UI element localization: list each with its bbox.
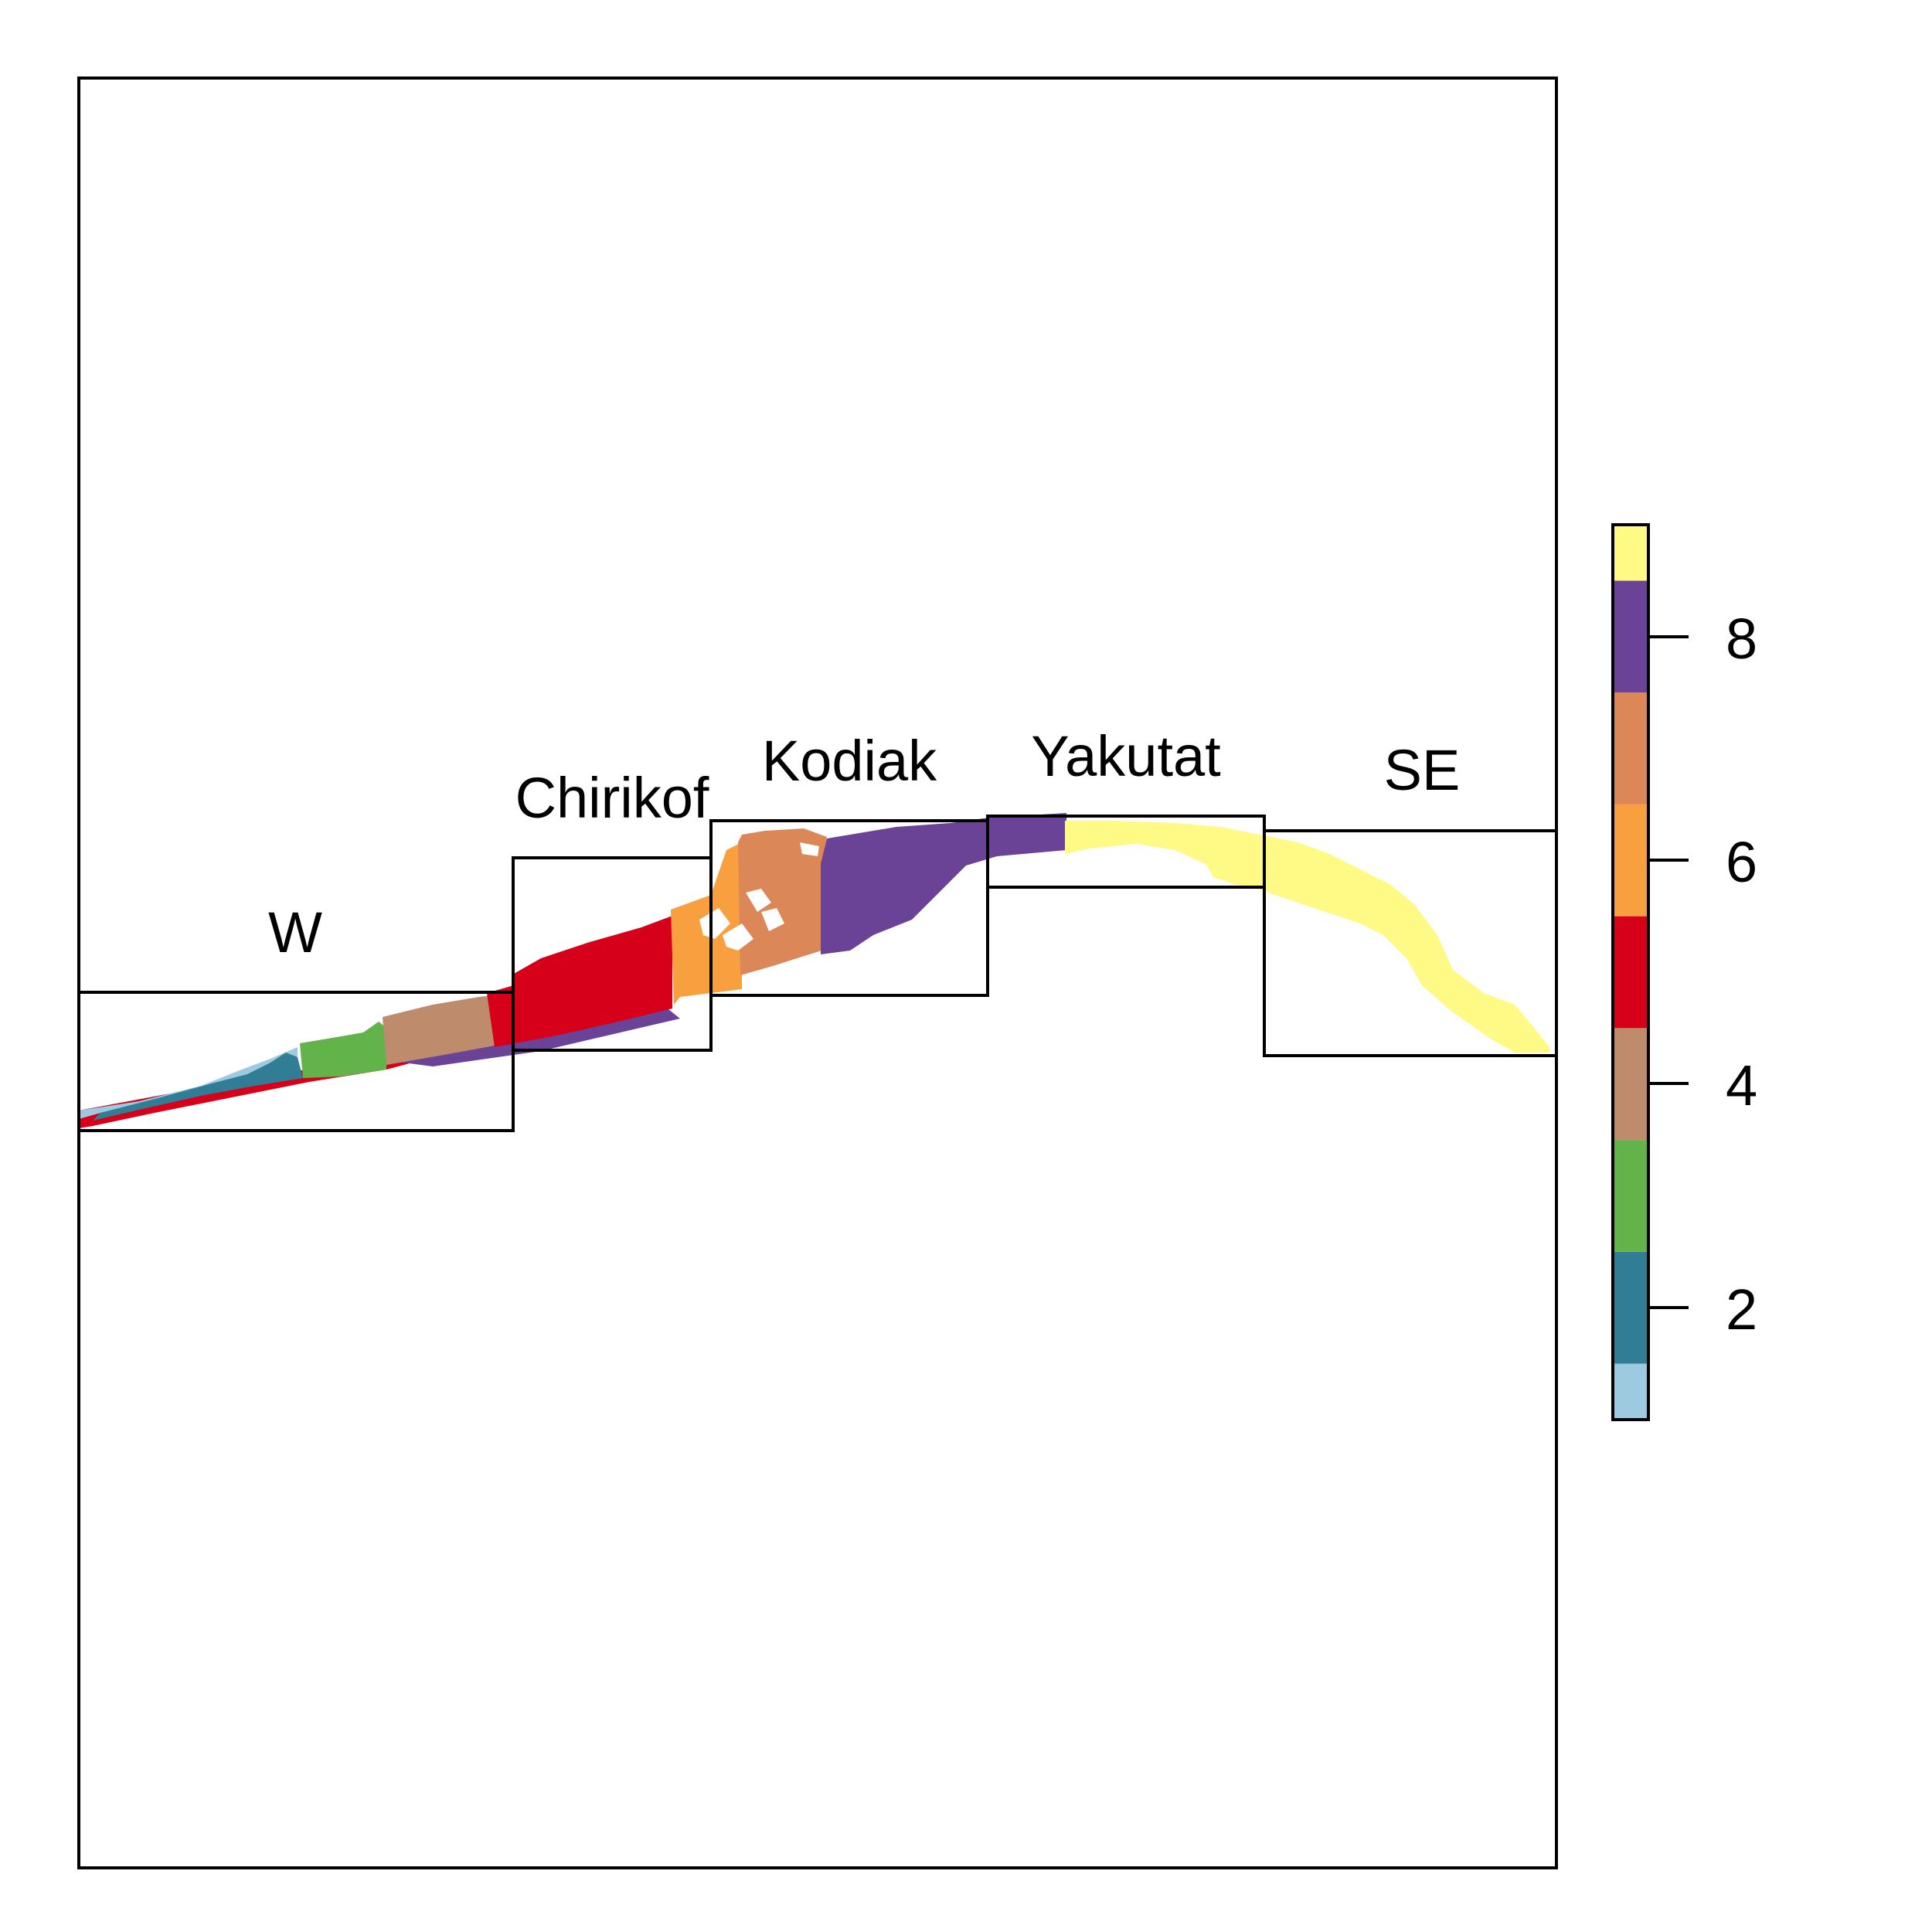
- plot-frame: [77, 77, 1558, 1869]
- legend-tick-label-6: 6: [1726, 830, 1757, 894]
- band-class-4: [383, 995, 495, 1065]
- legend-colorbar: [1613, 525, 1648, 1420]
- band-class-1: [79, 1047, 298, 1119]
- legend-class-3: [1613, 1140, 1648, 1252]
- legend-class-5: [1613, 916, 1648, 1029]
- legend-class-8: [1613, 580, 1648, 693]
- legend-tick-label-4: 4: [1726, 1053, 1757, 1117]
- region-label-w: W: [268, 900, 322, 964]
- region-box-kodiak: [709, 819, 989, 997]
- legend-class-1: [1613, 1363, 1648, 1420]
- band-class-9: [1065, 821, 1549, 1053]
- region-label-se: SE: [1384, 738, 1461, 802]
- legend-tick-labels: 2 4 6 8: [1726, 607, 1757, 1342]
- band-class-2: [93, 1053, 303, 1121]
- legend-class-4: [1613, 1028, 1648, 1141]
- legend-class-9: [1613, 525, 1648, 581]
- band-class-7: [738, 828, 827, 975]
- region-box-w: [77, 991, 515, 1132]
- legend-frame: [1611, 523, 1650, 1421]
- legend-class-7: [1613, 692, 1648, 804]
- region-label-chirikof: Chirikof: [515, 766, 709, 830]
- region-labels: W Chirikof Kodiak Yakutat SE: [268, 724, 1460, 964]
- band-class-8: [821, 813, 1066, 954]
- band-class-5: [487, 916, 672, 1047]
- band-gaps: [699, 842, 819, 951]
- legend-ticks: [1648, 635, 1689, 1309]
- legend-tick-label-2: 2: [1726, 1277, 1757, 1342]
- legend-class-2: [1613, 1251, 1648, 1364]
- region-label-yakutat: Yakutat: [1031, 724, 1221, 788]
- band-class-3: [300, 1022, 386, 1078]
- region-boxes: [77, 815, 1558, 1132]
- legend-class-6: [1613, 804, 1648, 917]
- legend-tick-label-8: 8: [1726, 607, 1757, 671]
- region-label-kodiak: Kodiak: [762, 729, 937, 793]
- region-box-se: [1263, 829, 1558, 1057]
- distribution-band: [79, 813, 1549, 1128]
